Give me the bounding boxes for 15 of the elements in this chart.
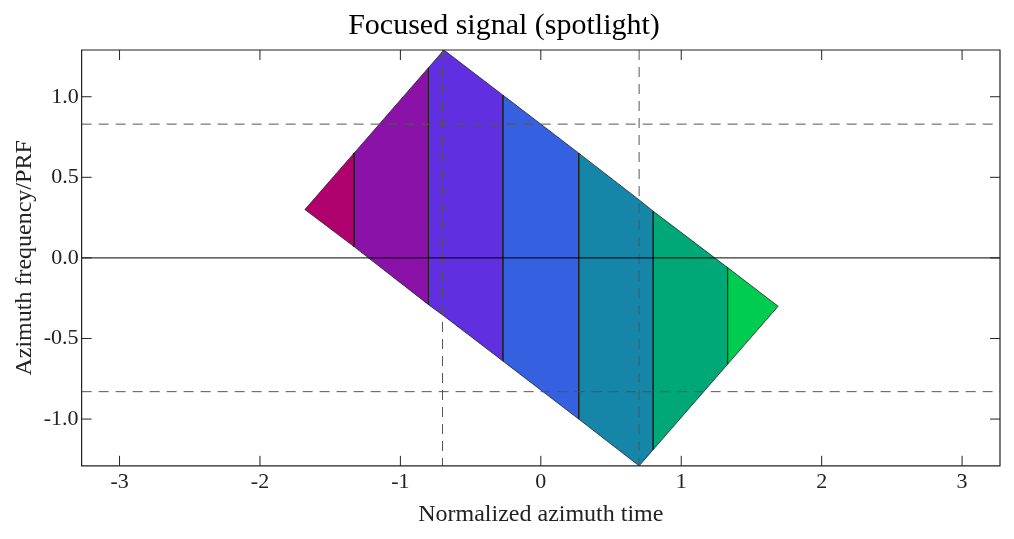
x-axis-title: Normalized azimuth time bbox=[418, 499, 664, 526]
x-tick-label: -2 bbox=[250, 467, 270, 493]
y-tick-label: 0.5 bbox=[51, 163, 79, 189]
x-tick-label: -1 bbox=[391, 467, 410, 493]
x-tick-label: 3 bbox=[956, 467, 968, 493]
x-tick-label: 2 bbox=[816, 467, 828, 493]
chart-title: Focused signal (spotlight) bbox=[348, 6, 660, 41]
y-tick-label: 1.0 bbox=[51, 82, 79, 108]
x-tick-label: -3 bbox=[110, 467, 129, 493]
x-tick-label: 0 bbox=[535, 467, 547, 493]
x-tick-label: 1 bbox=[675, 467, 687, 493]
y-tick-label: 0.0 bbox=[51, 243, 79, 269]
y-tick-label: -0.5 bbox=[43, 324, 79, 350]
y-axis-title: Azimuth frequency/PRF bbox=[9, 140, 36, 376]
y-tick-label: -1.0 bbox=[43, 404, 79, 430]
